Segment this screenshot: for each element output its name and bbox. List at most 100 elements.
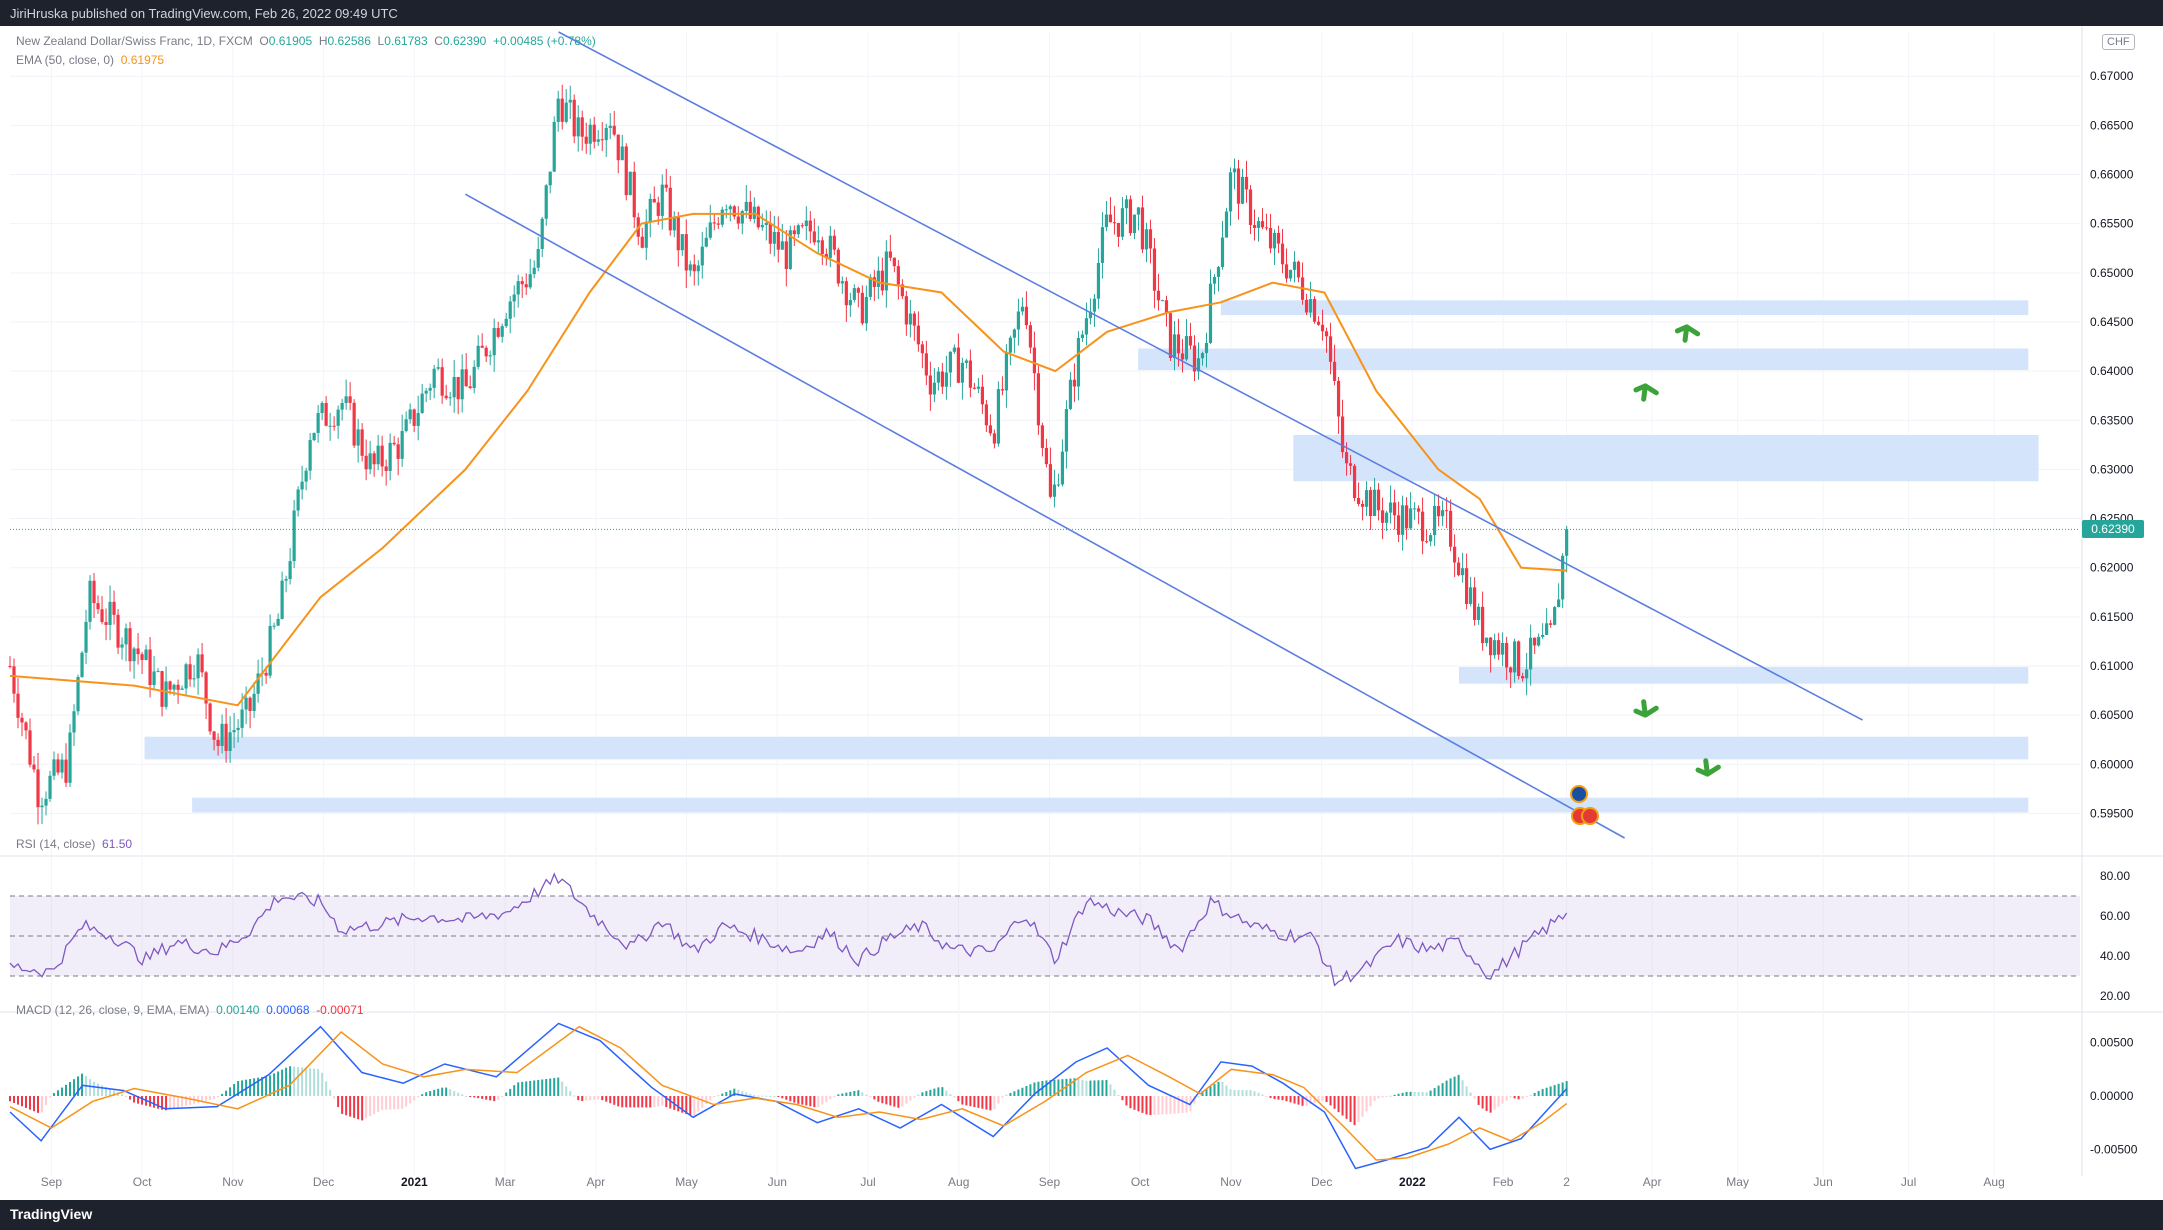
macd-histogram-bar <box>341 1096 344 1114</box>
candle-body <box>1024 306 1029 326</box>
candle-body <box>348 396 352 403</box>
chart-svg[interactable]: 0.67000 0.66500 0.66000 0.65500 0.65000 0.645… <box>0 26 2163 1200</box>
candle-body <box>1308 299 1313 313</box>
macd-histogram-bar <box>681 1096 684 1113</box>
candle-body <box>1040 425 1045 448</box>
candle-body <box>1232 168 1237 173</box>
macd-histogram-bar <box>625 1096 628 1108</box>
candle-body <box>764 222 768 226</box>
candle-body <box>1320 324 1325 332</box>
macd-histogram-bar <box>1105 1080 1108 1096</box>
candle-body <box>432 368 436 388</box>
macd-histogram-bar <box>1493 1096 1496 1110</box>
price-tick-label: 0.64500 <box>2090 315 2134 329</box>
macd-line-value: 0.00068 <box>266 1003 310 1017</box>
candle-body <box>232 730 236 733</box>
candle-body <box>28 730 32 765</box>
candle-body <box>1172 334 1177 358</box>
macd-histogram-bar <box>1117 1094 1120 1096</box>
candle-body <box>1064 409 1069 452</box>
macd-histogram-bar <box>153 1096 156 1108</box>
tradingview-logo: TradingView <box>10 1206 93 1222</box>
candle-body <box>240 709 244 728</box>
chart-panel[interactable]: 0.67000 0.66500 0.66000 0.65500 0.65000 0.645… <box>0 26 2163 1200</box>
macd-histogram-bar <box>1065 1078 1068 1096</box>
candle-body <box>1280 243 1285 265</box>
candle-body <box>884 251 888 291</box>
macd-histogram-bar <box>1193 1096 1196 1104</box>
macd-histogram-bar <box>581 1096 584 1102</box>
macd-histogram-bar <box>629 1096 632 1108</box>
candle-body <box>1376 489 1381 511</box>
ema-label: EMA (50, close, 0) <box>16 53 115 67</box>
macd-histogram-bar <box>1001 1096 1004 1098</box>
macd-label: MACD (12, 26, close, 9, EMA, EMA) <box>16 1003 210 1017</box>
macd-histogram-bar <box>25 1096 28 1108</box>
candle-body <box>440 367 444 396</box>
candle-body <box>320 402 324 414</box>
macd-histogram-bar <box>465 1095 468 1097</box>
time-tick-label: Mar <box>495 1175 516 1189</box>
macd-histogram-bar <box>169 1096 172 1110</box>
rsi-line <box>9 872 1568 987</box>
macd-histogram-bar <box>709 1096 712 1101</box>
candle-body <box>1100 227 1105 263</box>
symbol-legend[interactable]: New Zealand Dollar/Swiss Franc, 1D, FXCM… <box>16 34 596 48</box>
time-tick-label: Jul <box>860 1175 875 1189</box>
price-tick-label: 0.66000 <box>2090 168 2134 182</box>
candle-body <box>824 253 828 258</box>
candle-body <box>184 664 188 689</box>
candle-body <box>992 433 997 444</box>
macd-histogram-bar <box>889 1096 892 1106</box>
macd-legend[interactable]: MACD (12, 26, close, 9, EMA, EMA) 0.0014… <box>16 1003 364 1017</box>
macd-histogram-bar <box>277 1071 280 1096</box>
macd-histogram-bar <box>13 1096 16 1103</box>
macd-histogram-bar <box>1025 1086 1028 1096</box>
macd-histogram-bar <box>1049 1080 1052 1096</box>
candle-body <box>836 249 840 284</box>
macd-histogram-bar <box>869 1096 872 1098</box>
macd-histogram-bar <box>1297 1096 1300 1105</box>
macd-histogram-bar <box>1549 1086 1552 1096</box>
candle-body <box>328 425 332 427</box>
channel-line <box>465 193 1625 839</box>
candle-body <box>1044 447 1049 465</box>
macd-histogram-bar <box>1565 1081 1568 1096</box>
candle-body <box>1084 318 1089 335</box>
macd-histogram-bar <box>873 1096 876 1100</box>
candle-body <box>572 99 576 137</box>
candle-body <box>848 299 852 306</box>
candle-body <box>1356 497 1361 504</box>
candle-body <box>912 313 916 326</box>
macd-histogram-bar <box>389 1096 392 1110</box>
candle-body <box>1176 334 1181 354</box>
macd-histogram-bar <box>1249 1090 1252 1096</box>
macd-histogram-bar <box>1005 1094 1008 1096</box>
candle-body <box>784 241 788 269</box>
macd-histogram-bar <box>125 1096 128 1097</box>
candle-body <box>256 673 260 694</box>
candle-body <box>652 198 656 203</box>
rsi-legend[interactable]: RSI (14, close) 61.50 <box>16 837 132 851</box>
currency-badge[interactable]: CHF <box>2102 34 2135 50</box>
candle-body <box>1020 306 1025 312</box>
candle-body <box>1000 389 1005 391</box>
macd-histogram-bar <box>1393 1094 1396 1096</box>
macd-histogram-bar <box>585 1096 588 1101</box>
candle-body <box>1144 229 1149 250</box>
candle-body <box>112 601 116 615</box>
macd-histogram-bar <box>1077 1078 1080 1096</box>
candle-body <box>188 664 192 680</box>
ema-legend[interactable]: EMA (50, close, 0) 0.61975 <box>16 53 164 67</box>
candle-body <box>444 395 448 399</box>
macd-histogram-bar <box>1489 1096 1492 1113</box>
macd-histogram-bar <box>641 1096 644 1108</box>
time-tick-label: Jul <box>1901 1175 1916 1189</box>
macd-histogram-bar <box>1425 1092 1428 1096</box>
candle-body <box>1408 508 1413 529</box>
candle-body <box>1440 510 1445 517</box>
macd-histogram-bar <box>557 1077 560 1096</box>
macd-histogram-bar <box>529 1080 532 1096</box>
macd-histogram-bar <box>1021 1087 1024 1096</box>
macd-histogram-bar <box>1281 1096 1284 1101</box>
